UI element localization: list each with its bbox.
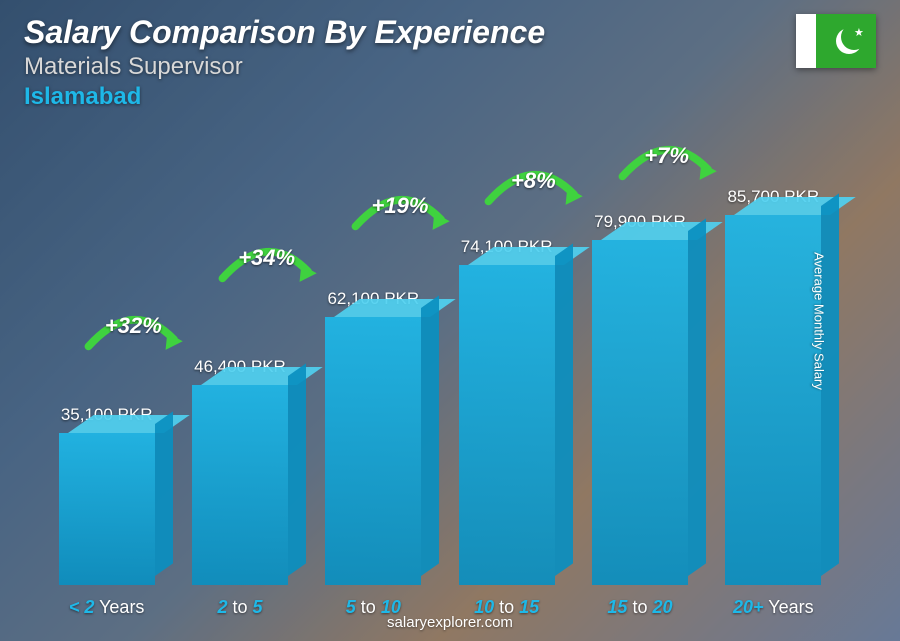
pct-increase-badge: +34% [207, 239, 327, 287]
chart-location: Islamabad [24, 83, 545, 111]
header: Salary Comparison By Experience Material… [24, 14, 545, 111]
bar-0: 35,100 PKR< 2 Years [47, 405, 167, 585]
pct-increase-badge: +32% [73, 307, 193, 355]
bar-2: 62,100 PKR5 to 10 [313, 289, 433, 585]
pct-value: +19% [372, 193, 429, 219]
pct-increase-badge: +7% [607, 137, 727, 185]
footer-attribution: salaryexplorer.com [0, 614, 900, 631]
pakistan-flag-icon: ★ [796, 14, 876, 68]
bar-4: 79,900 PKR15 to 20 [580, 212, 700, 585]
pct-increase-badge: +8% [473, 162, 593, 210]
y-axis-label: Average Monthly Salary [812, 252, 827, 390]
pct-increase-badge: +19% [340, 187, 460, 235]
pct-value: +34% [238, 245, 295, 271]
bar-3: 74,100 PKR10 to 15 [447, 237, 567, 585]
pct-value: +8% [511, 168, 556, 194]
pct-value: +32% [105, 313, 162, 339]
bar-chart: 35,100 PKR< 2 Years46,400 PKR2 to 5 +32% 6… [40, 105, 840, 585]
chart-subtitle: Materials Supervisor [24, 53, 545, 81]
chart-title: Salary Comparison By Experience [24, 14, 545, 51]
pct-value: +7% [644, 143, 689, 169]
bar-1: 46,400 PKR2 to 5 [180, 357, 300, 585]
